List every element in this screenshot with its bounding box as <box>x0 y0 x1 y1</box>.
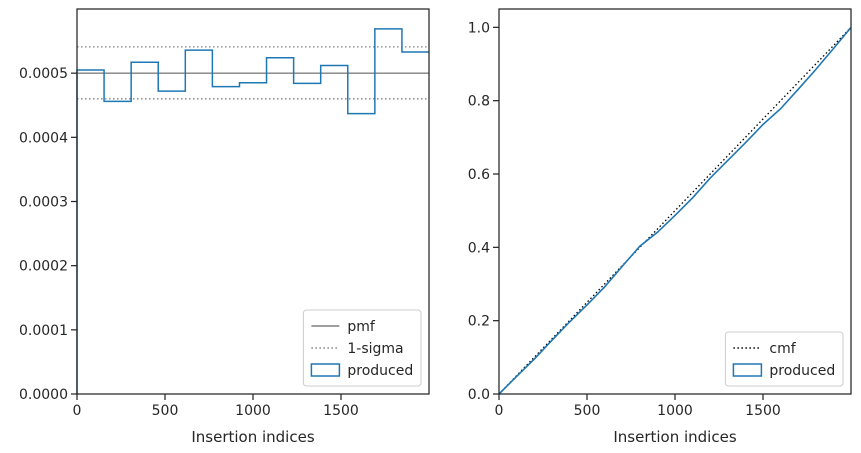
cmf-line <box>498 26 852 395</box>
cmf-y-tick-label: 0.0 <box>468 387 490 403</box>
legend-produced-swatch <box>310 363 341 377</box>
pmf-x-tick-label: 0 <box>73 403 82 419</box>
pmf-legend: pmf 1-sigma produced <box>302 309 422 387</box>
pmf-y-tick-label: 0.0002 <box>19 259 68 275</box>
produced-line <box>498 26 852 395</box>
cmf-y-tick-label: 0.6 <box>468 167 490 183</box>
cmf-x-tick-label: 1500 <box>745 403 781 419</box>
legend-pmf-label: pmf <box>347 319 376 335</box>
cmf-y-tick-label: 0.2 <box>468 314 490 330</box>
legend-1-sigma-label: 1-sigma <box>347 341 403 357</box>
cmf-y-ticks: 0.0 0.2 0.4 0.6 0.8 1.0 <box>468 20 499 403</box>
cmf-x-axis-label: Insertion indices <box>613 428 736 446</box>
pmf-plot-area <box>76 28 429 394</box>
cmf-legend: cmf produced <box>724 331 844 387</box>
pmf-y-tick-label: 0.0003 <box>19 195 68 211</box>
pmf-x-tick-label: 500 <box>152 403 179 419</box>
cmf-y-tick-label: 1.0 <box>468 20 490 36</box>
cmf-x-tick-label: 0 <box>495 403 504 419</box>
pmf-x-tick-label: 1000 <box>235 403 271 419</box>
legend-produced-label: produced <box>347 363 413 379</box>
pmf-legend-box <box>302 309 422 387</box>
pmf-y-tick-label: 0.0004 <box>19 130 68 146</box>
pmf-histogram-panel: 0 500 1000 1500 0.00000.00010.00020.00030.0… <box>19 8 430 446</box>
pmf-x-ticks: 0 500 1000 1500 <box>73 394 359 419</box>
produced-step-histogram <box>76 28 429 394</box>
pmf-y-ticks: 0.0000 0.0001 0.0002 0.0003 0.0004 0.0005 <box>19 66 77 403</box>
cmf-panel: 0 500 1000 1500 0.0 0.2 0.4 0.6 0.8 1.0 Insertio… <box>468 8 852 446</box>
legend-produced-swatch <box>732 363 763 377</box>
pmf-y-tick-label: 0.0005 <box>19 66 68 82</box>
pmf-y-tick-label: 0.0001 <box>19 323 68 339</box>
cmf-y-tick-label: 0.4 <box>468 240 490 256</box>
cmf-x-tick-label: 1000 <box>657 403 693 419</box>
pmf-x-tick-label: 1500 <box>323 403 359 419</box>
cmf-x-tick-label: 500 <box>574 403 601 419</box>
pmf-y-tick-label: 0.0000 <box>19 387 68 403</box>
cmf-x-ticks: 0 500 1000 1500 <box>495 394 781 419</box>
legend-cmf-label: cmf <box>769 341 796 357</box>
cmf-plot-area <box>498 26 852 395</box>
cmf-legend-box <box>724 331 844 387</box>
cmf-y-tick-label: 0.8 <box>468 94 490 110</box>
pmf-x-axis-label: Insertion indices <box>191 428 314 446</box>
legend-produced-label: produced <box>769 363 835 379</box>
